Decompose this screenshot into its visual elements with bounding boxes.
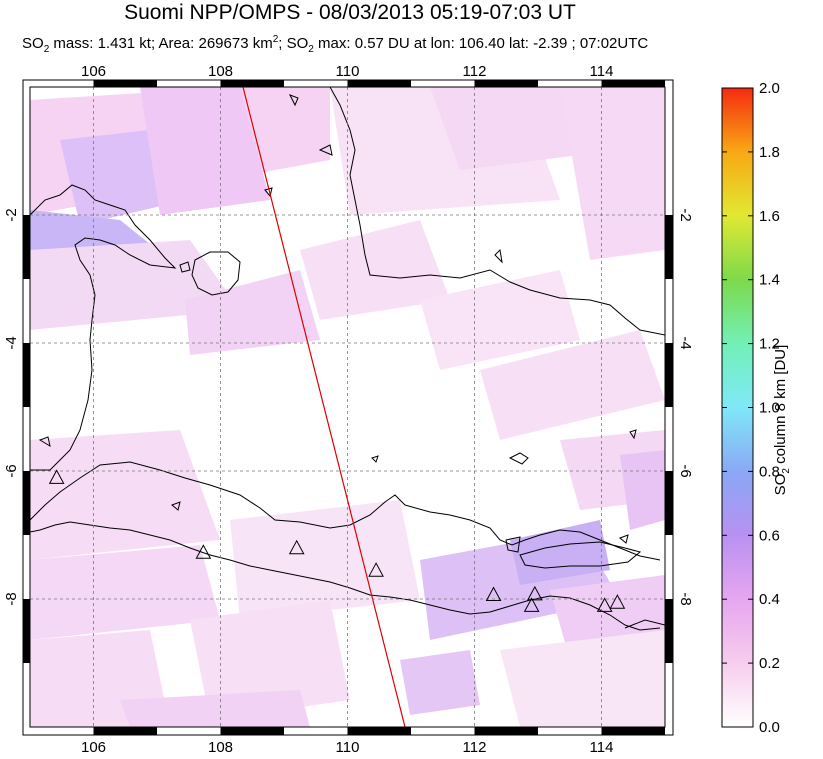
lat-tick-label-right: -8 <box>677 592 694 605</box>
lat-tick-label-left: -6 <box>3 464 20 477</box>
colorbar-tick-label: 1.6 <box>759 208 780 225</box>
volcano-triangle-icon <box>48 469 65 484</box>
colorbar-tick-label: 1.4 <box>759 272 780 289</box>
frame-bar-bottom <box>220 727 284 735</box>
frame-bar-bottom <box>347 727 411 735</box>
frame-bar-right <box>665 471 673 535</box>
colorbar-tick-label: 1.0 <box>759 400 780 417</box>
frame-bar-right <box>665 343 673 407</box>
volcano-triangle-icon <box>485 586 502 602</box>
so2-field <box>30 87 665 727</box>
volcano-triangle-icon <box>609 594 626 609</box>
frame-bar-bottom <box>93 727 157 735</box>
volcano-triangle-icon <box>368 562 384 577</box>
borneo-coast <box>264 87 665 336</box>
frame-bar-right <box>665 215 673 279</box>
colorbar <box>721 87 754 728</box>
frame-bar-top <box>474 80 538 87</box>
orbit-track-line <box>242 87 406 727</box>
lon-tick-label-bottom: 112 <box>463 739 487 756</box>
lat-tick-label-right: -2 <box>677 208 694 221</box>
lon-tick-label-top: 106 <box>81 63 106 80</box>
lon-tick-label-top: 114 <box>590 63 614 80</box>
belitung-coast <box>191 251 241 296</box>
frame-bar-left <box>23 215 30 279</box>
lon-tick-label-top: 110 <box>336 63 360 80</box>
lat-tick-label-left: -8 <box>3 592 20 605</box>
frame-ticks <box>23 80 673 735</box>
frame-bar-left <box>23 343 30 407</box>
volcano-triangle-icon <box>526 585 543 601</box>
lon-tick-label-bottom: 108 <box>208 739 233 756</box>
grid-lines <box>30 87 665 727</box>
colorbar-tick-label: 1.8 <box>759 144 780 161</box>
lon-tick-label-bottom: 106 <box>81 739 106 756</box>
lon-tick-label-bottom: 110 <box>336 739 360 756</box>
frame-bar-bottom <box>601 727 665 735</box>
java-coast <box>30 461 661 631</box>
lat-tick-label-right: -4 <box>677 336 694 349</box>
lon-tick-label-bottom: 114 <box>590 739 614 756</box>
colorbar-tick-label: 0.6 <box>759 527 780 544</box>
colorbar-tick-label: 0.4 <box>759 591 780 608</box>
coastlines <box>30 87 665 631</box>
frame-bar-right <box>665 599 673 663</box>
map-title: Suomi NPP/OMPS - 08/03/2013 05:19-07:03 … <box>124 1 576 24</box>
sumatra-coast <box>30 184 177 471</box>
frame-bar-left <box>23 599 30 663</box>
colorbar-tick-label: 0.2 <box>759 655 780 672</box>
volcano-triangle-icon <box>288 539 305 555</box>
frame-bar-left <box>23 471 30 535</box>
colorbar-tick-label: 0.8 <box>759 463 780 480</box>
map-subtitle: SO2 mass: 1.431 kt; Area: 269673 km2; SO… <box>22 34 649 55</box>
volcano-triangle-icon <box>596 597 613 612</box>
colorbar-ticks: 0.0 0.2 0.4 0.6 0.8 1.0 1.2 1.4 1.6 1.8 2.0 <box>722 80 780 736</box>
volcano-markers <box>48 469 626 612</box>
frame-bar-top <box>601 80 665 87</box>
colorbar-tick-label: 0.0 <box>759 719 780 736</box>
colorbar-tick-label: 2.0 <box>759 80 780 97</box>
lat-tick-label-left: -4 <box>3 336 20 349</box>
colorbar-tick-label: 1.2 <box>759 336 780 353</box>
frame-bar-top <box>347 80 411 87</box>
volcano-triangle-icon <box>195 544 212 559</box>
colorbar-label: SO2 column 8 km [DU] <box>772 344 792 496</box>
outer-frame <box>22 79 674 736</box>
frame-bar-bottom <box>474 727 538 735</box>
lat-tick-label-right: -6 <box>677 464 694 477</box>
lat-tick-label-left: -2 <box>3 208 20 221</box>
frame-bar-top <box>93 80 157 87</box>
lon-tick-label-top: 112 <box>463 63 487 80</box>
lon-tick-label-top: 108 <box>208 63 233 80</box>
madura-coast <box>519 541 642 569</box>
volcano-triangle-icon <box>523 597 540 612</box>
frame-bar-top <box>220 80 284 87</box>
